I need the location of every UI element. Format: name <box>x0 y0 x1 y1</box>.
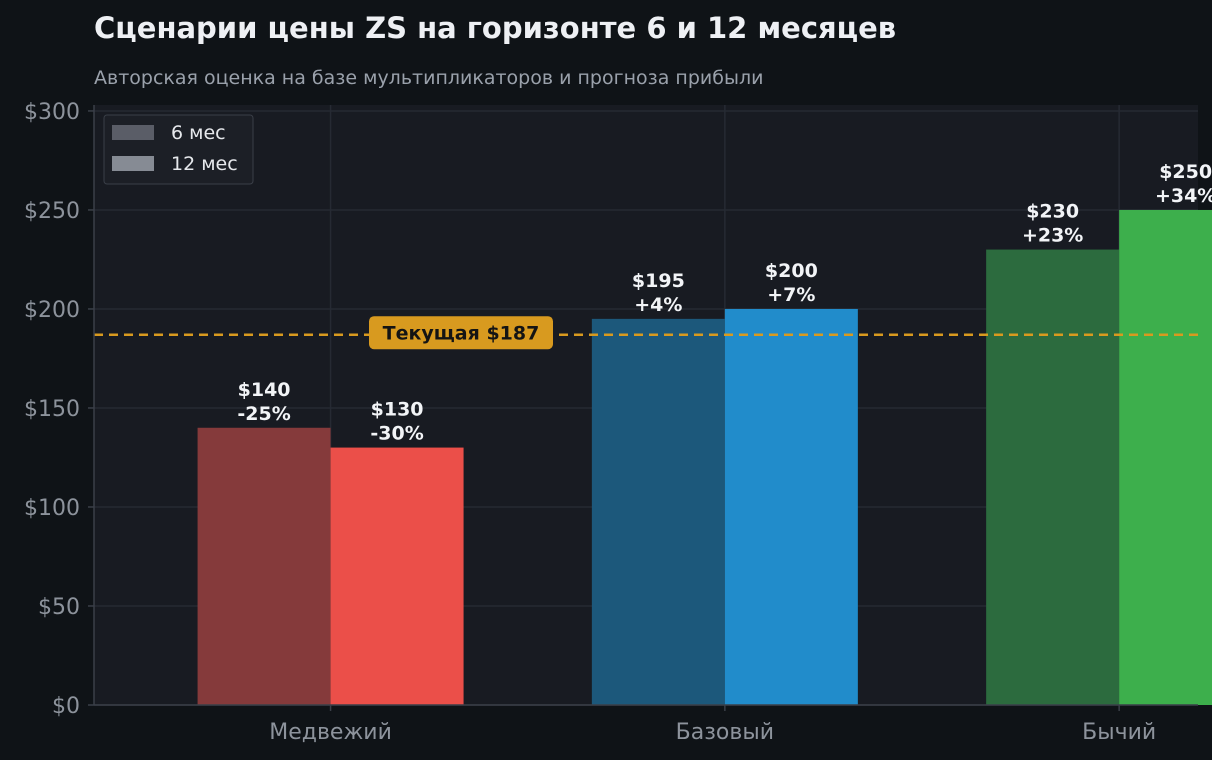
legend-swatch-6m <box>112 125 154 140</box>
y-tick-label: $250 <box>24 199 80 224</box>
chart-title: Сценарии цены ZS на горизонте 6 и 12 мес… <box>94 11 896 45</box>
bar-change-label: +34% <box>1155 185 1212 207</box>
x-tick-label: Базовый <box>676 720 774 745</box>
bar-12m-2 <box>1119 209 1212 705</box>
bar-6m-0 <box>197 427 331 705</box>
bar-value-label: $230 <box>1026 201 1079 223</box>
y-tick-label: $300 <box>24 100 80 125</box>
bar-change-label: +7% <box>767 284 815 306</box>
bar-change-label: -30% <box>370 423 423 445</box>
bar-value-label: $200 <box>765 260 818 282</box>
current-price-badge <box>369 316 553 350</box>
bar-value-label: $130 <box>371 399 424 421</box>
legend-label-6m: 6 мес <box>171 122 226 144</box>
legend-label-12m: 12 мес <box>171 153 238 175</box>
bar-12m-0 <box>330 447 464 705</box>
y-tick-label: $100 <box>24 496 80 521</box>
bar-12m-1 <box>724 308 858 705</box>
bar-value-label: $250 <box>1159 161 1212 183</box>
bar-value-label: $195 <box>632 270 685 292</box>
x-tick-label: Медвежий <box>269 720 392 745</box>
reference-line-layer: Текущая $187 <box>94 316 1198 350</box>
bar-6m-1 <box>591 318 725 705</box>
legend: 6 мес 12 мес <box>103 114 254 185</box>
bar-change-label: +23% <box>1022 225 1083 247</box>
bars-layer <box>197 209 1212 706</box>
x-tick-label: Бычий <box>1082 720 1156 745</box>
bar-6m-2 <box>986 249 1120 706</box>
y-tick-label: $0 <box>52 694 80 719</box>
y-tick-label: $150 <box>24 397 80 422</box>
chart-subtitle: Авторская оценка на базе мультипликаторо… <box>94 67 763 89</box>
y-tick-label: $50 <box>38 595 80 620</box>
bar-value-label: $140 <box>238 379 291 401</box>
bar-change-label: +4% <box>634 294 682 316</box>
axis-layer: $0 $50 $100 $150 $200 $250 $300 Медвежий Базовый… <box>24 100 1198 745</box>
y-tick-label: $200 <box>24 298 80 323</box>
bar-labels-layer: $140-25% $195+4% $230+23% $130-30% $200+7% $2… <box>237 161 1212 445</box>
legend-swatch-12m <box>112 156 154 171</box>
bar-change-label: -25% <box>237 403 290 425</box>
current-price-label: Текущая $187 <box>383 323 540 345</box>
